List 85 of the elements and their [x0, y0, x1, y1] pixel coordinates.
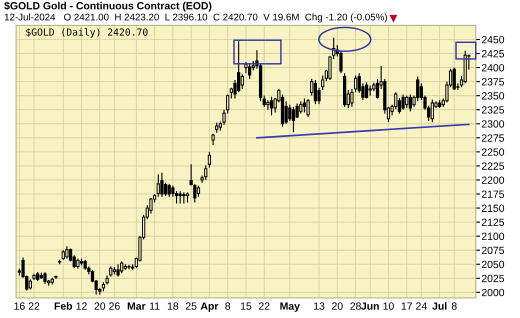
candlestick — [109, 266, 112, 278]
candlestick — [156, 174, 160, 198]
candlestick — [405, 95, 408, 109]
candlestick — [76, 258, 80, 270]
y-tick-label: 2175 — [482, 190, 504, 198]
candlestick — [248, 62, 252, 80]
y-tick-label: 2150 — [482, 204, 504, 212]
x-tick-label: 22 — [28, 302, 40, 310]
y-tick-label: 2350 — [482, 92, 504, 100]
candlestick — [240, 74, 244, 90]
candlestick — [430, 99, 434, 123]
candlestick — [364, 82, 368, 100]
x-tick-label: 24 — [416, 302, 427, 310]
candlestick — [160, 172, 164, 198]
y-tick-label: 2125 — [482, 218, 504, 226]
candlestick — [178, 190, 182, 204]
candlestick — [65, 246, 69, 260]
candlestick — [164, 182, 168, 196]
y-tick-label: 2225 — [482, 162, 504, 170]
y-tick-label: 2300 — [482, 120, 504, 128]
x-tick-label: May — [280, 302, 300, 312]
x-tick-label: 22 — [258, 302, 270, 310]
candlestick — [368, 85, 372, 96]
candlestick — [168, 183, 171, 198]
x-tick-label: 20 — [94, 302, 106, 310]
x-tick-label: 28 — [350, 302, 361, 310]
candlestick — [28, 278, 32, 290]
x-tick-label: Apr — [200, 302, 218, 312]
x-tick-label: 12 — [76, 302, 87, 310]
x-tick-label: 18 — [168, 302, 178, 310]
x-tick-label: Mar — [128, 302, 146, 310]
y-tick-label: 2000 — [482, 288, 504, 296]
x-tick-label: 10 — [383, 302, 394, 310]
x-tick-label: 16 — [14, 302, 25, 310]
candlestick — [211, 133, 215, 146]
candlestick — [116, 264, 120, 278]
y-tick-label: 2275 — [482, 134, 504, 142]
y-tick-label: 2200 — [482, 176, 504, 184]
x-tick-label: 8 — [225, 302, 230, 310]
y-tick-label: 2325 — [482, 106, 504, 114]
y-tick-label: 2450 — [482, 36, 504, 44]
y-tick-label: 2100 — [482, 232, 504, 240]
candlestick — [302, 98, 306, 114]
x-tick-label: Feb — [54, 302, 72, 310]
x-tick-label: 8 — [452, 302, 457, 310]
x-tick-label: 17 — [402, 302, 412, 310]
candlestick — [62, 250, 65, 260]
y-tick-label: 2425 — [482, 50, 504, 58]
x-tick-label: 26 — [109, 302, 120, 310]
candlestick — [299, 100, 302, 114]
x-tick-label: 20 — [332, 302, 343, 310]
x-tick-label: Jul — [432, 302, 446, 310]
candlestick — [204, 164, 208, 181]
x-tick-label: 13 — [314, 302, 324, 310]
candlestick — [452, 67, 456, 91]
candlestick — [120, 260, 124, 274]
chart-subtitle: 12-Jul-2024 O 2421.00 H 2423.20 L 2396.10 C 2420.70 V 19.6M Chg -1.20 (-0.05%) — [4, 13, 387, 22]
y-tick-label: 2075 — [482, 246, 504, 254]
x-tick-label: 11 — [150, 302, 160, 310]
y-tick-label: 2375 — [482, 78, 504, 86]
candlestick — [84, 259, 87, 270]
candlestick — [182, 192, 186, 204]
y-tick-label: 2050 — [482, 260, 504, 268]
candlestick — [215, 122, 218, 134]
candlestick — [306, 98, 310, 118]
annotation: $GOLD (Daily) 2420.70 — [26, 28, 148, 38]
x-tick-label: 25 — [186, 302, 197, 310]
candlestick — [266, 100, 270, 110]
x-tick-label: Jun — [361, 302, 379, 310]
candlestick — [186, 192, 190, 203]
candlestick — [196, 185, 200, 198]
y-tick-label: 2025 — [482, 274, 504, 282]
candlestick — [270, 96, 274, 116]
candlestick — [408, 94, 412, 112]
y-tick-label: 2400 — [482, 64, 504, 72]
y-tick-label: 2250 — [482, 148, 504, 156]
x-tick-label: 15 — [240, 302, 252, 310]
candlestick — [317, 87, 321, 105]
chart-title: $GOLD Gold - Continuous Contract (EOD) — [4, 2, 212, 12]
candlestick — [292, 106, 296, 133]
candlestick — [208, 151, 212, 168]
candlestick — [401, 94, 405, 110]
candlestick — [284, 100, 288, 124]
candlestick — [314, 79, 318, 105]
candlestick — [43, 272, 47, 284]
